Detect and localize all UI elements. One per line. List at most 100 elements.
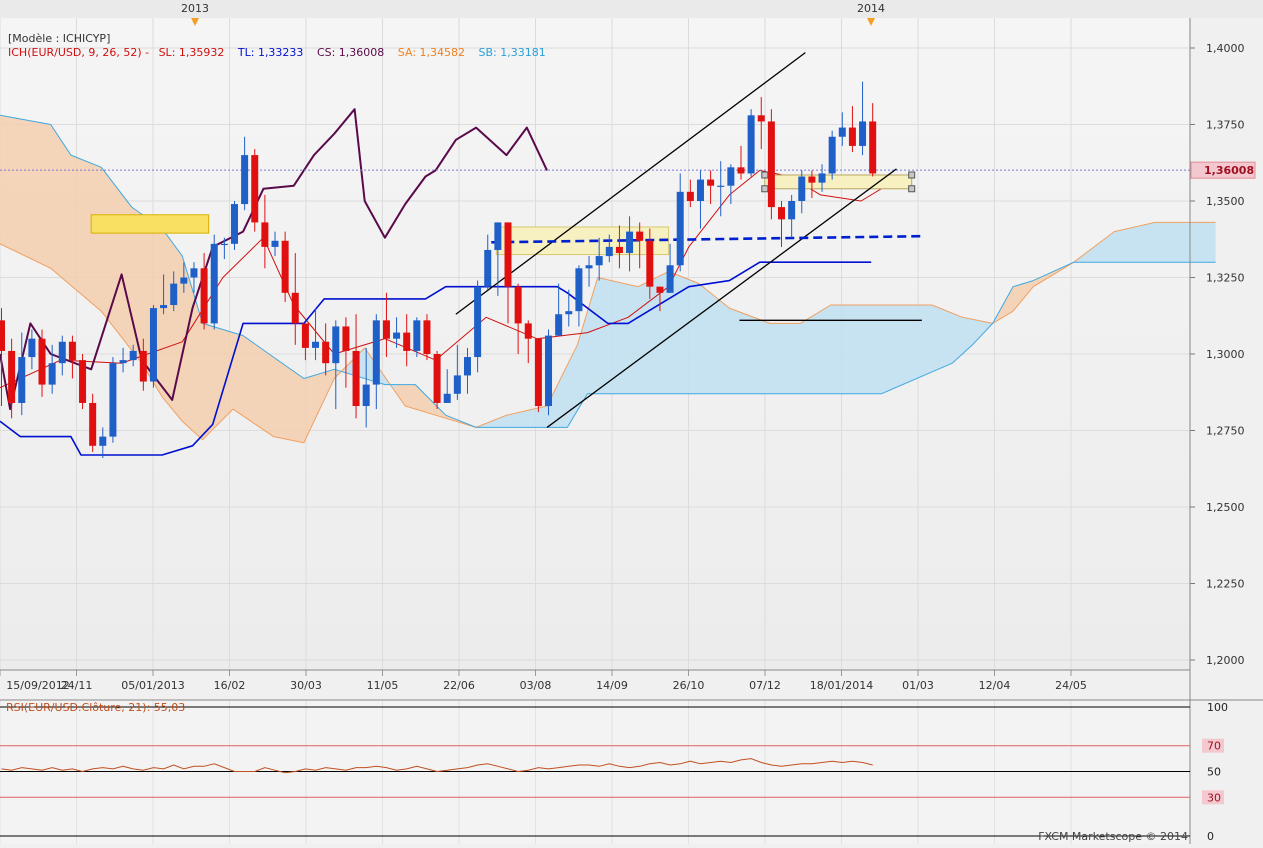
date-label: 05/01/2013	[121, 679, 184, 692]
candle-bearish	[656, 286, 664, 293]
candle-bullish	[463, 357, 471, 376]
date-axis-background	[0, 670, 1190, 700]
candle-bullish	[312, 341, 320, 348]
candle-bearish	[737, 167, 745, 174]
rsi-line	[1, 758, 873, 774]
candle-bullish	[190, 268, 198, 278]
year-marker-triangle	[191, 18, 199, 26]
chikou-span	[0, 108, 548, 411]
candle-bullish	[595, 256, 603, 266]
copyright: FXCM Marketscope © 2014	[1038, 830, 1188, 843]
candle-bearish	[301, 323, 309, 348]
candle-bullish	[747, 115, 755, 174]
candle-bullish	[575, 268, 583, 312]
price-label: 1,2750	[1206, 425, 1245, 438]
candle-bullish	[413, 320, 421, 351]
candle-bearish	[89, 402, 97, 446]
candle-bullish	[48, 363, 56, 385]
zone-handle[interactable]	[761, 185, 769, 193]
zone-handle[interactable]	[908, 171, 916, 179]
price-label: 1,3750	[1206, 119, 1245, 132]
candle-bearish	[322, 341, 330, 364]
candle-bullish	[717, 185, 725, 187]
candle-bullish	[99, 436, 107, 446]
price-label: 1,2000	[1206, 654, 1245, 667]
year-marker-triangle	[867, 18, 875, 26]
date-label: 01/03	[902, 679, 934, 692]
kumo-bearish	[0, 115, 345, 443]
upper-channel-line	[455, 52, 806, 315]
indicator-legend: ICH(EUR/USD, 9, 26, 52) - SL: 1,35932 TL…	[8, 46, 546, 59]
date-label: 18/01/2014	[810, 679, 873, 692]
year-marker: 2013	[181, 2, 209, 15]
date-label: 26/10	[673, 679, 705, 692]
candle-bullish	[393, 332, 401, 339]
cs-value: CS: 1,36008	[317, 46, 384, 59]
candle-bullish	[727, 167, 735, 186]
sa-value: SA: 1,34582	[398, 46, 465, 59]
candle-bullish	[129, 350, 137, 361]
candle-bearish	[403, 332, 411, 351]
candle-bullish	[372, 320, 380, 385]
date-label: 24/11	[61, 679, 93, 692]
candle-bullish	[119, 360, 127, 364]
tl-value: TL: 1,33233	[237, 46, 304, 59]
candle-bearish	[848, 127, 856, 146]
candle-bullish	[859, 121, 867, 146]
rsi-level-label: 70	[1207, 740, 1221, 753]
selected-zone-2014	[764, 174, 913, 190]
candle-bearish	[251, 155, 259, 223]
candle-bullish	[565, 311, 573, 315]
price-label: 1,2500	[1206, 501, 1245, 514]
rsi-level-label: 30	[1207, 791, 1221, 804]
candle-bearish	[342, 326, 350, 351]
rsi-level-label: 100	[1207, 701, 1228, 714]
kumo-bearish	[997, 262, 1074, 321]
candle-bearish	[38, 338, 46, 385]
candle-bearish	[139, 350, 147, 382]
rsi-level-badge	[1202, 790, 1224, 805]
date-label: 03/08	[520, 679, 552, 692]
candle-bullish	[180, 277, 188, 284]
candle-bullish	[210, 243, 218, 324]
candle-bullish	[545, 335, 553, 407]
top-bar	[0, 0, 1263, 18]
candle-bullish	[271, 240, 279, 247]
candle-bullish	[818, 173, 826, 183]
candle-bullish	[18, 357, 26, 403]
price-label: 1,3250	[1206, 272, 1245, 285]
candle-bullish	[362, 384, 370, 407]
candle-bearish	[68, 341, 76, 361]
price-label: 1,3500	[1206, 195, 1245, 208]
candle-bearish	[757, 115, 765, 122]
candle-bullish	[149, 308, 157, 382]
candle-bearish	[261, 222, 269, 247]
price-label: 1,4000	[1206, 42, 1245, 55]
candle-bullish	[332, 326, 340, 364]
date-label: 07/12	[749, 679, 781, 692]
rsi-level-label: 0	[1207, 830, 1214, 843]
date-label: 15/09/2012	[6, 679, 69, 692]
candle-bullish	[666, 265, 674, 293]
candle-bearish	[0, 320, 5, 351]
senkou-span-a	[0, 221, 1216, 444]
zone-handle[interactable]	[761, 171, 769, 179]
candle-bullish	[838, 127, 846, 137]
kumo-bullish	[1073, 222, 1216, 263]
candle-bullish	[241, 155, 249, 205]
candle-bullish	[788, 201, 796, 220]
candle-bullish	[585, 265, 593, 269]
candle-bearish	[79, 360, 87, 403]
date-label: 16/02	[214, 679, 246, 692]
model-label: [Modèle : ICHICYP]	[8, 32, 110, 45]
candle-bearish	[524, 323, 532, 339]
candle-bearish	[281, 240, 289, 293]
ich-label: ICH(EUR/USD, 9, 26, 52) -	[8, 46, 149, 59]
rsi-level-label: 50	[1207, 766, 1221, 779]
price-label: 1,3000	[1206, 348, 1245, 361]
zone-handle[interactable]	[908, 185, 916, 193]
sb-value: SB: 1,33181	[479, 46, 546, 59]
candle-bullish	[443, 393, 451, 403]
current-price-label: 1,36008	[1204, 164, 1254, 177]
